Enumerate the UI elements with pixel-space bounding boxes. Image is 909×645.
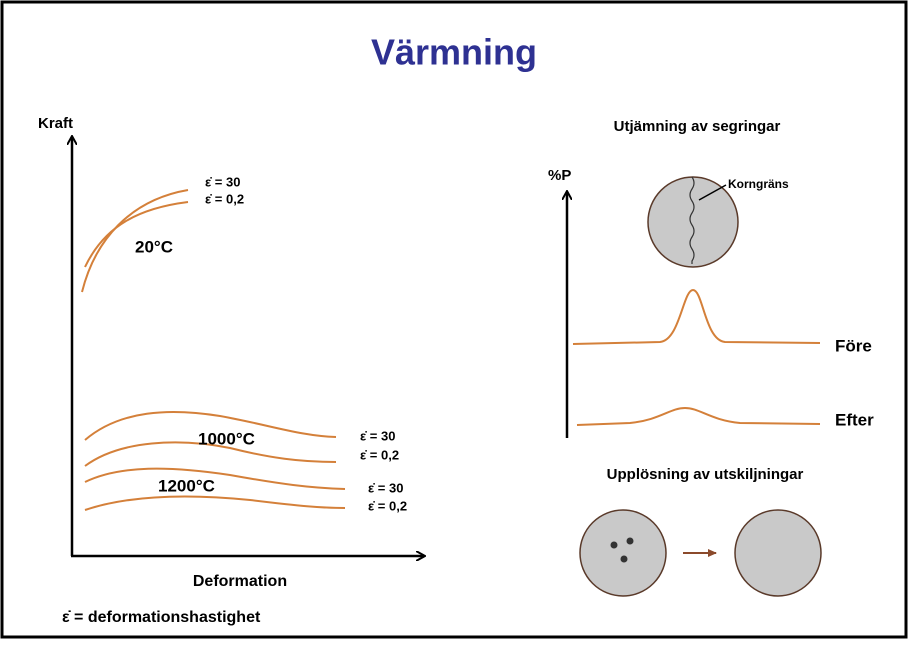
section-title: Upplösning av utskiljningar xyxy=(607,466,804,483)
grain xyxy=(580,510,666,596)
title: Värmning xyxy=(371,32,537,73)
x-axis-label: Deformation xyxy=(193,573,287,590)
grain xyxy=(735,510,821,596)
rate-label: ε̇ = 0,2 xyxy=(360,447,399,462)
footnote: ε̇ = deformationshastighet xyxy=(62,609,261,626)
precipitate xyxy=(611,542,618,549)
slide: Värmning Kraft Deformation ε̇ = deformat… xyxy=(0,0,909,640)
precipitate xyxy=(627,538,634,545)
curve-label: Efter xyxy=(835,410,874,429)
rate-label: ε̇ = 0,2 xyxy=(368,498,407,513)
rate-label: ε̇ = 0,2 xyxy=(205,191,244,206)
annotation: Korngräns xyxy=(728,177,789,191)
grain xyxy=(648,177,738,267)
rate-label: ε̇ = 30 xyxy=(360,428,395,443)
temperature-label: 1000°C xyxy=(198,429,255,448)
temperature-label: 20°C xyxy=(135,237,173,256)
curve-label: Före xyxy=(835,336,872,355)
precipitate xyxy=(621,556,628,563)
temperature-label: 1200°C xyxy=(158,476,215,495)
rate-label: ε̇ = 30 xyxy=(368,480,403,495)
y-axis-label: Kraft xyxy=(38,115,73,132)
section-title: Utjämning av segringar xyxy=(614,118,781,135)
rate-label: ε̇ = 30 xyxy=(205,174,240,189)
y-axis-label: %P xyxy=(548,167,571,184)
